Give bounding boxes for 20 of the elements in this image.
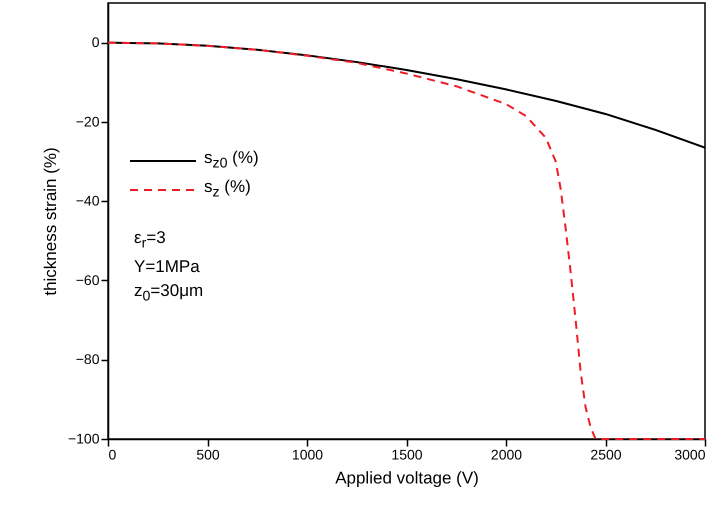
x-tick-label: 1500 [391,446,423,462]
y-tick-label: −100 [68,430,100,446]
x-axis-title: Applied voltage (V) [335,468,479,488]
legend-label: s$_{z}$ (%) [204,176,251,203]
annotation: ε$_{r}$=3 [134,227,167,254]
annotation: z$_{0}$=30μm [134,280,204,307]
x-tick-label: 1000 [292,446,324,462]
y-tick-label: −40 [76,192,100,209]
y-axis-title: thickness strain (%) [40,147,60,296]
x-tick-label: 0 [108,446,116,462]
x-tick-label: 500 [196,446,220,462]
x-tick-label: 3000 [674,446,706,462]
annotation: Y=1MPa [134,256,201,278]
y-tick-label: −60 [76,272,100,288]
y-tick-label: −80 [76,351,100,368]
x-tick-label: 2500 [590,446,622,462]
y-tick-label: −20 [76,113,100,130]
x-tick-label: 2000 [490,446,522,462]
legend-label: s$_{z0}$ (%) [204,147,259,174]
y-tick-label: 0 [92,34,100,50]
